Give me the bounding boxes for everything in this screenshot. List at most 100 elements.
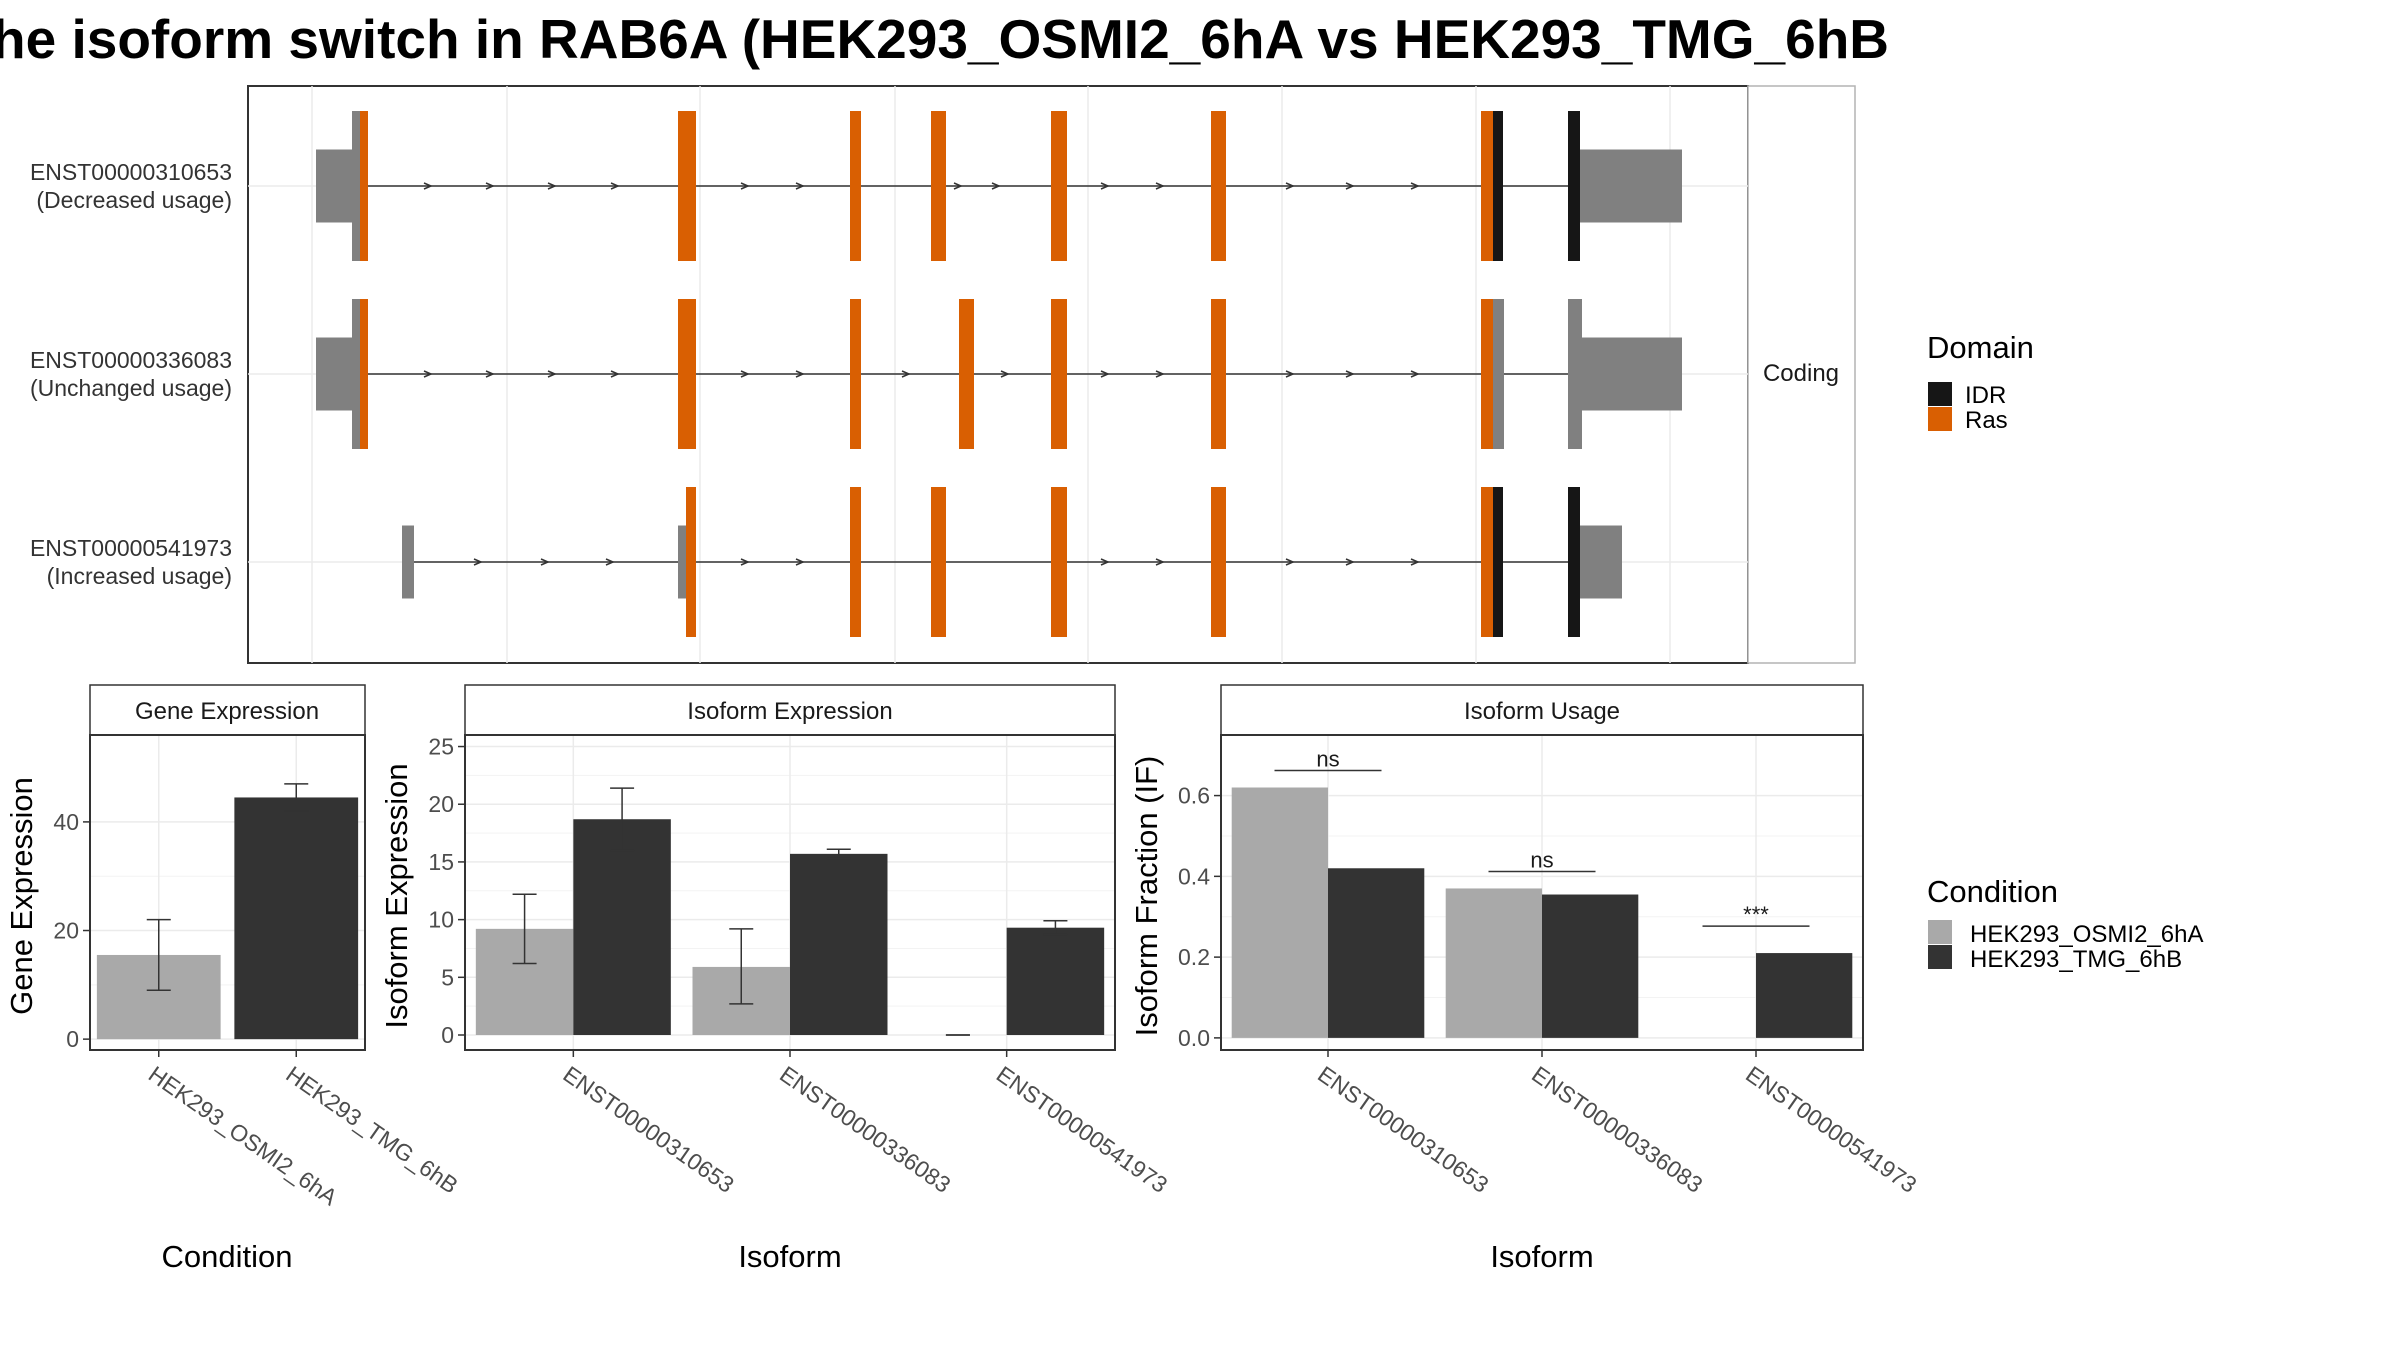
bar [1231, 787, 1328, 1038]
isoform-expression-panel: Isoform Expression 0 5 10 15 20 25 ENST0000031… [379, 684, 1172, 1274]
legend-swatch-tmg [1928, 945, 1952, 969]
intron-arrow-1 [610, 182, 620, 190]
ras-domain-segment [959, 299, 974, 449]
domain-legend-title: Domain [1927, 330, 2034, 365]
intron-arrow-2 [547, 370, 557, 378]
transcript-usage-3: (Increased usage) [47, 563, 232, 589]
plot-border [89, 734, 366, 1051]
x-tick-label: ENST00000310653 [558, 1061, 738, 1198]
exon-segment [316, 149, 352, 223]
ras-domain-segment [850, 299, 861, 449]
facet-label-coding: Coding [1763, 360, 1839, 387]
intron-arrow-3 [1155, 558, 1165, 566]
intron-arrow-1 [1285, 182, 1295, 190]
intron-arrow-2 [610, 370, 620, 378]
intron-arrow-1 [1100, 182, 1110, 190]
exon-segment [678, 525, 686, 599]
exon-segment [402, 525, 414, 599]
bar [1445, 888, 1542, 1038]
legend-label-osmi2: HEK293_OSMI2_6hA [1970, 921, 2203, 948]
x-tick-label: ENST00000541973 [992, 1061, 1172, 1198]
isoform-usage-ylabel: Isoform Fraction (IF) [1129, 756, 1164, 1037]
bar [1328, 868, 1425, 1038]
legend-swatch-ras [1928, 407, 1952, 431]
legend-label-tmg: HEK293_TMG_6hB [1970, 946, 2182, 973]
intron-arrow-2 [1155, 370, 1165, 378]
idr-domain-segment [1493, 111, 1503, 261]
y-tick-label: 10 [428, 907, 454, 933]
intron-arrow-1 [485, 182, 495, 190]
intron-arrow-3 [1345, 558, 1355, 566]
bar [573, 819, 671, 1035]
y-tick-label: 20 [428, 791, 454, 817]
intron-arrow-2 [795, 370, 805, 378]
exon-segment [352, 111, 360, 261]
y-tick-label: 0.0 [1178, 1025, 1210, 1051]
intron-arrow-2 [1000, 370, 1010, 378]
intron-arrow-1 [1155, 182, 1165, 190]
ras-domain-segment [360, 299, 368, 449]
bar [1542, 894, 1639, 1038]
isoform-expression-title: Isoform Expression [687, 698, 892, 725]
idr-domain-segment [1568, 487, 1580, 637]
isoform-expression-ylabel: Isoform Expression [379, 763, 414, 1028]
exon-segment [1580, 525, 1622, 599]
intron-arrow-3 [1100, 558, 1110, 566]
intron-arrow-3 [1410, 558, 1420, 566]
ras-domain-segment [850, 111, 861, 261]
y-tick-label: 0.6 [1178, 783, 1210, 809]
ras-domain-segment [1211, 299, 1226, 449]
intron-arrow-2 [1100, 370, 1110, 378]
condition-legend-title: Condition [1927, 874, 2058, 909]
legend-label-idr: IDR [1965, 382, 2006, 409]
isoform-expression-plot: 0 5 10 15 20 25 ENST00000310653 ENST00000336083… [428, 734, 1172, 1198]
y-tick-label: 0 [441, 1022, 454, 1048]
legend-swatch-osmi2 [1928, 920, 1952, 944]
ras-domain-segment [360, 111, 368, 261]
y-tick-label: 25 [428, 734, 454, 760]
intron-arrow-2 [740, 370, 750, 378]
exon-segment [1493, 299, 1504, 449]
ras-domain-segment [1051, 111, 1067, 261]
intron-arrow-1 [1345, 182, 1355, 190]
isoform-expression-xlabel: Isoform [738, 1239, 841, 1274]
significance-label: ns [1316, 747, 1339, 772]
idr-domain-segment [1493, 487, 1503, 637]
ras-domain-segment [931, 487, 946, 637]
exon-segment [1568, 299, 1582, 449]
intron-arrow-3 [795, 558, 805, 566]
intron-arrow-2 [423, 370, 433, 378]
intron-arrow-1 [547, 182, 557, 190]
ras-domain-segment [686, 487, 696, 637]
transcript-usage-2: (Unchanged usage) [30, 375, 232, 401]
x-tick-label: ENST00000336083 [1527, 1061, 1707, 1198]
isoform-usage-strip [1220, 684, 1864, 736]
transcript-structures [316, 111, 1682, 637]
condition-legend: Condition HEK293_OSMI2_6hA HEK293_TMG_6h… [1927, 874, 2203, 973]
transcript-id-2: ENST00000336083 [30, 347, 232, 373]
ras-domain-segment [678, 111, 696, 261]
transcript-usage-1: (Decreased usage) [36, 187, 232, 213]
intron-arrow-3 [605, 558, 615, 566]
intron-arrow-2 [1410, 370, 1420, 378]
y-tick-label: 0 [66, 1026, 79, 1052]
exon-segment [1582, 337, 1682, 411]
intron-arrow-1 [953, 182, 963, 190]
intron-arrow-2 [1345, 370, 1355, 378]
intron-arrow-2 [901, 370, 911, 378]
isoform-expression-strip [464, 684, 1116, 736]
transcript-id-1: ENST00000310653 [30, 159, 232, 185]
intron-arrow-1 [991, 182, 1001, 190]
intron-arrow-1 [795, 182, 805, 190]
exon-segment [316, 337, 352, 411]
intron-arrow-1 [740, 182, 750, 190]
exon-segment [352, 299, 360, 449]
intron-arrow-2 [1285, 370, 1295, 378]
ras-domain-segment [931, 111, 946, 261]
intron-arrow-2 [485, 370, 495, 378]
y-tick-label: 40 [53, 809, 79, 835]
ras-domain-segment [1481, 111, 1493, 261]
intron-arrow-3 [473, 558, 483, 566]
